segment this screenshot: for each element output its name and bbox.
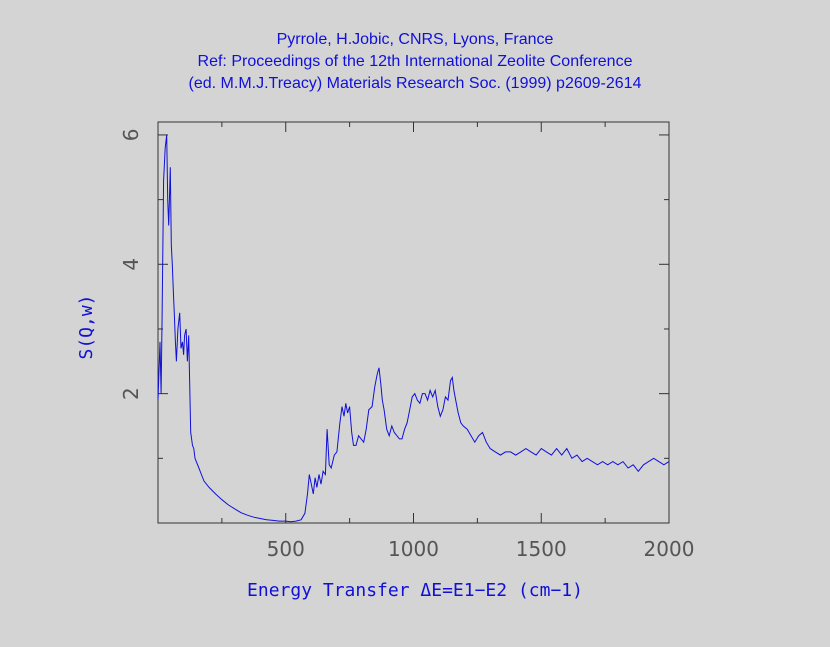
y-tick-label: 4	[119, 258, 143, 271]
y-tick-label: 2	[119, 387, 143, 400]
series-line	[157, 134, 670, 523]
x-tick-label: 2000	[644, 537, 695, 561]
x-tick-label: 1500	[516, 537, 567, 561]
y-axis-label: S(Q,w)	[76, 294, 97, 359]
y-tick-labels: 2 4 6	[119, 129, 143, 400]
x-tick-label: 1000	[388, 537, 439, 561]
chart-title-line-2: Ref: Proceedings of the 12th Internation…	[197, 53, 633, 70]
chart-title-line-1: Pyrrole, H.Jobic, CNRS, Lyons, France	[276, 31, 554, 48]
x-tick-label: 500	[267, 537, 305, 561]
x-tick-labels: 500 1000 1500 2000	[267, 537, 695, 561]
x-axis-label: Energy Transfer ΔE=E1−E2 (cm−1)	[247, 580, 583, 601]
plot-frame	[157, 121, 670, 524]
chart-title-line-3: (ed. M.M.J.Treacy) Materials Research So…	[188, 75, 642, 92]
y-tick-label: 6	[119, 129, 143, 142]
axis-ticks	[158, 122, 670, 523]
